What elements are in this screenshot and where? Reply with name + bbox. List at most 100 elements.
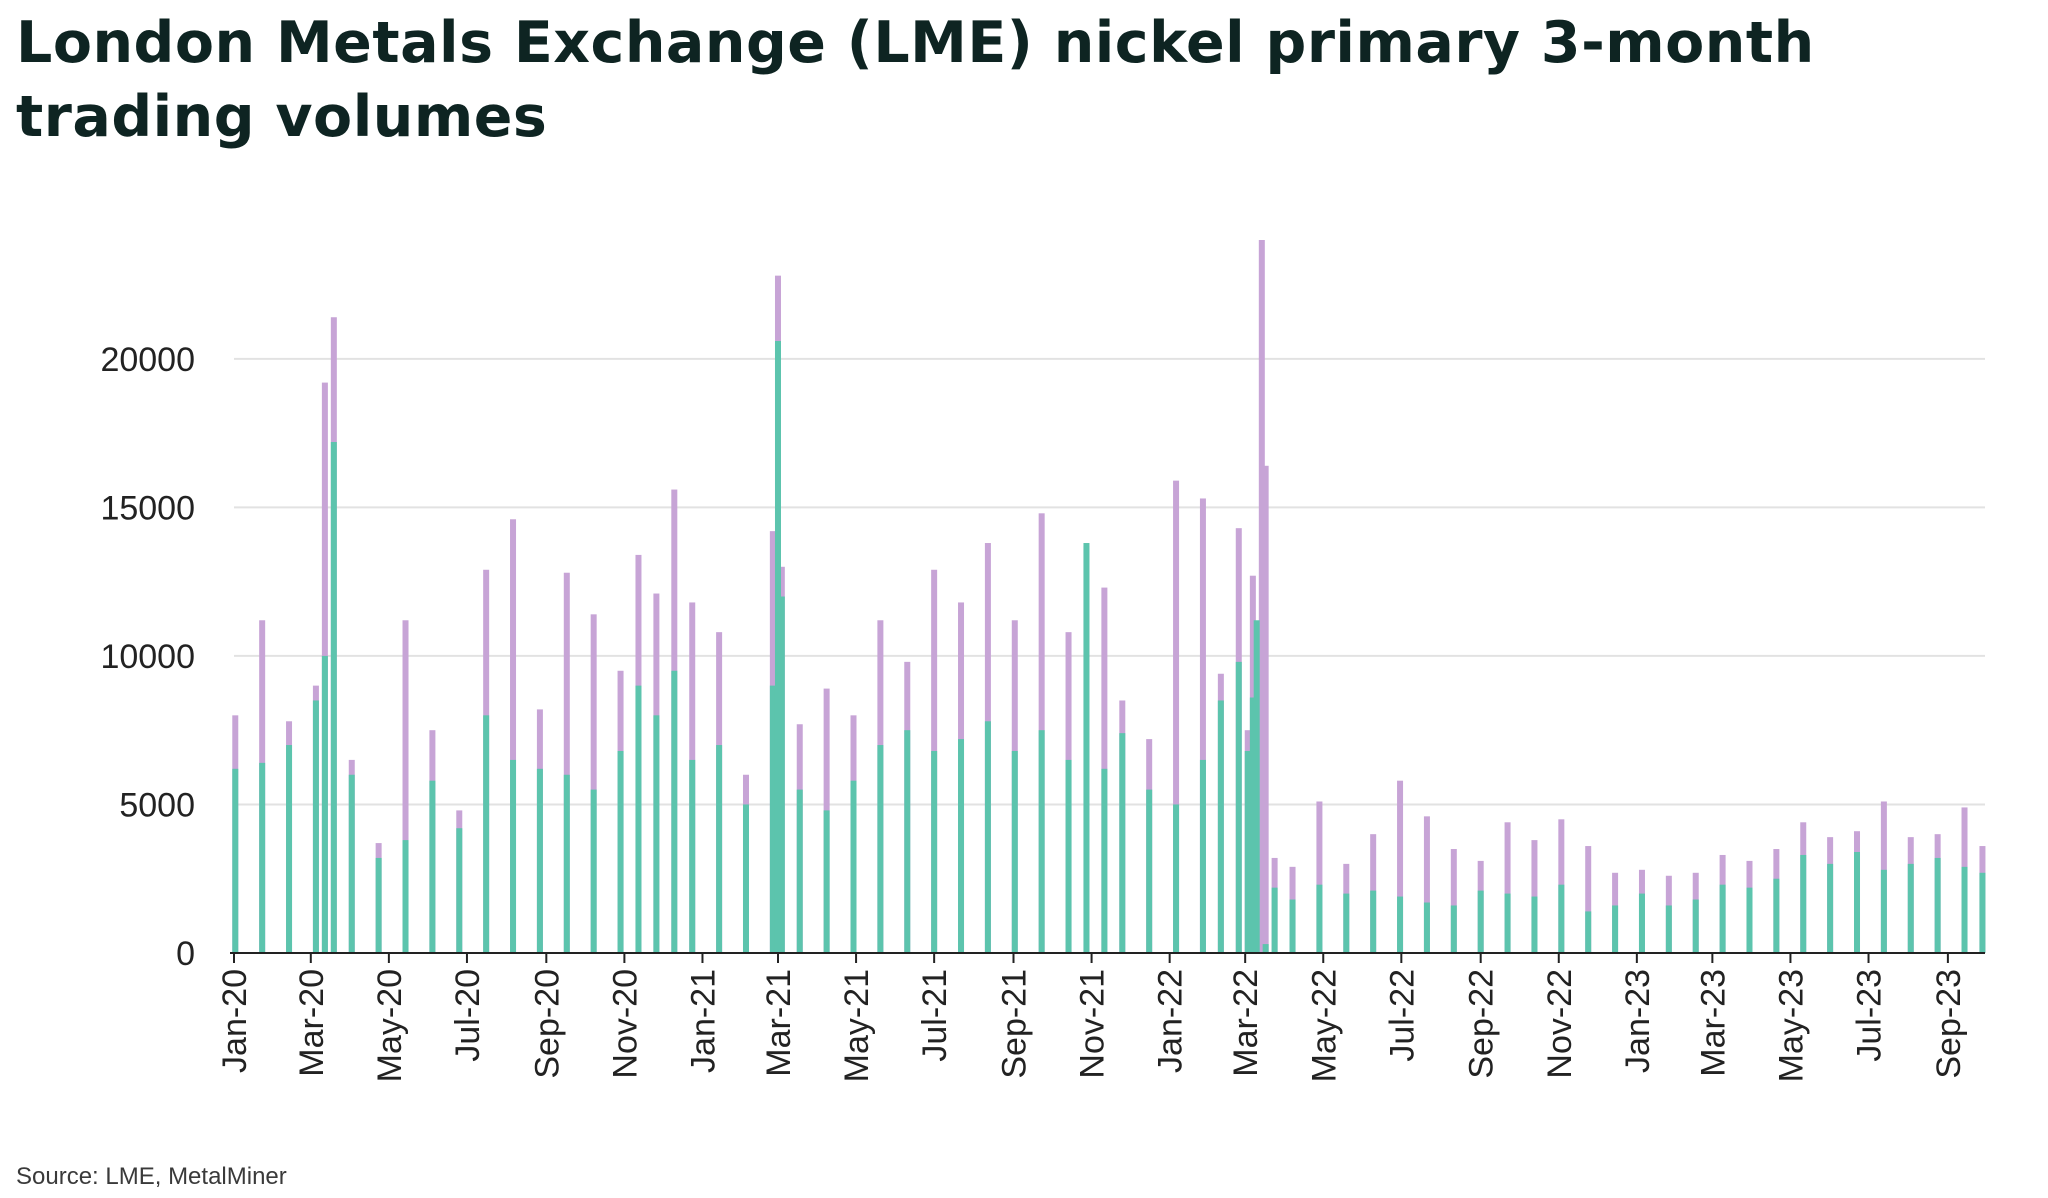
bar-teal (635, 685, 642, 953)
y-tick-label: 0 (176, 935, 195, 973)
bar-teal (1746, 887, 1753, 953)
bar-teal (1343, 893, 1350, 953)
bar-teal (716, 745, 723, 953)
bar-lilac (1504, 822, 1511, 953)
bar-teal (796, 789, 803, 953)
x-tick-label: Jul-23 (1851, 969, 1889, 1062)
bar-teal (1199, 759, 1206, 953)
bar-teal (321, 655, 328, 953)
bar-teal (774, 341, 781, 954)
bar-teal (742, 804, 749, 953)
bar-teal (1961, 866, 1968, 953)
chart-title: London Metals Exchange (LME) nickel prim… (16, 10, 1815, 150)
bar-teal (1827, 863, 1834, 953)
bar-teal (653, 715, 660, 953)
bar-teal (1119, 733, 1126, 953)
bar-teal (1397, 896, 1404, 953)
bar-lilac (563, 572, 570, 953)
x-tick-label: May-20 (371, 969, 409, 1082)
bar-teal (1979, 872, 1986, 953)
bar-teal (348, 774, 355, 953)
x-tick-label: May-23 (1772, 969, 1810, 1082)
bar-teal (1719, 884, 1726, 953)
bar-teal (1262, 944, 1269, 953)
bar-teal (1504, 893, 1511, 953)
bar-lilac (510, 519, 517, 953)
bar-teal (823, 810, 830, 953)
x-tick-label: Mar-20 (293, 969, 331, 1077)
bar-teal (1011, 750, 1018, 953)
bar-teal (1612, 905, 1619, 953)
x-tick-label: Jul-20 (449, 969, 487, 1062)
x-tick-label: May-22 (1305, 969, 1343, 1082)
bar-series (232, 240, 1986, 954)
y-axis: 0 5000 10000 15000 20000 (100, 341, 195, 973)
y-tick-label: 15000 (100, 489, 195, 527)
bar-teal (904, 730, 911, 953)
bar-lilac (1423, 816, 1430, 953)
bar-teal (1423, 902, 1430, 953)
x-tick-label: Jan-23 (1619, 969, 1657, 1073)
bar-teal (429, 780, 436, 953)
x-tick-label: Mar-21 (760, 969, 798, 1077)
x-tick-label: Mar-23 (1694, 969, 1732, 1077)
bar-lilac (1258, 240, 1265, 953)
bar-teal (1558, 884, 1565, 953)
x-tick-label: Sep-20 (528, 969, 566, 1079)
bar-teal (1692, 899, 1699, 953)
bar-teal (689, 759, 696, 953)
bar-teal (1065, 759, 1072, 953)
bar-teal (1217, 700, 1224, 953)
bar-teal (617, 750, 624, 953)
x-axis: Jan-20 Mar-20 May-20 Jul-20 Sep-20 Nov-20 Jan-… (216, 953, 1968, 1082)
bar-teal (1638, 893, 1645, 953)
bar-teal (877, 745, 884, 953)
bar-teal (330, 442, 337, 953)
bar-teal (1773, 878, 1780, 953)
x-tick-label: Jan-21 (684, 969, 722, 1073)
bar-teal (671, 670, 678, 953)
bar-teal (456, 828, 463, 953)
bar-teal (769, 685, 776, 953)
bar-lilac (1199, 498, 1206, 953)
x-tick-label: May-21 (838, 969, 876, 1082)
gridlines (234, 357, 1985, 806)
x-tick-label: Sep-23 (1930, 969, 1968, 1079)
bar-lilac (1585, 846, 1592, 953)
x-tick-label: Nov-20 (606, 969, 644, 1079)
bar-teal (375, 857, 382, 953)
x-tick-label: Jul-22 (1383, 969, 1421, 1062)
bar-teal (312, 700, 319, 953)
y-tick-label: 5000 (119, 786, 195, 824)
bar-teal (232, 768, 239, 953)
bar-lilac (1316, 801, 1323, 953)
bar-teal (1249, 697, 1256, 953)
bar-lilac (1173, 480, 1180, 953)
bar-teal (1235, 661, 1242, 953)
bar-teal (958, 739, 965, 953)
bar-lilac (1262, 465, 1269, 953)
bar-teal (931, 750, 938, 953)
bar-teal (1146, 789, 1153, 953)
bar-teal (286, 745, 293, 953)
bar-teal (1271, 887, 1278, 953)
bar-teal (1450, 905, 1457, 953)
bar-teal (778, 596, 785, 953)
bar-lilac (1397, 780, 1404, 953)
bar-teal (984, 721, 991, 953)
bar-teal (1038, 730, 1045, 953)
bar-teal (1101, 768, 1108, 953)
x-tick-label: Jan-20 (216, 969, 254, 1073)
bar-teal (1585, 911, 1592, 953)
bar-teal (563, 774, 570, 953)
bar-teal (1880, 869, 1887, 953)
bar-teal (1244, 750, 1251, 953)
x-tick-label: Sep-21 (996, 969, 1034, 1079)
bar-teal (1370, 890, 1377, 953)
bar-teal (850, 780, 857, 953)
bar-teal (590, 789, 597, 953)
y-tick-label: 10000 (100, 638, 195, 676)
source-note: Source: LME, MetalMiner (16, 1163, 287, 1190)
x-tick-label: Mar-22 (1227, 969, 1265, 1077)
